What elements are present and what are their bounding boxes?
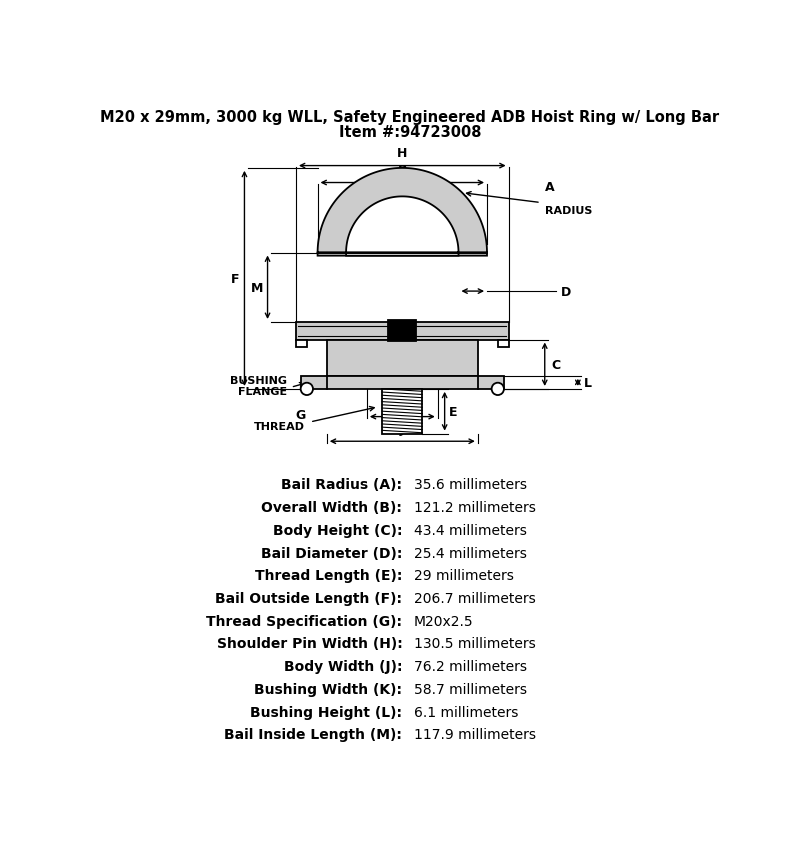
Text: Bail Outside Length (F):: Bail Outside Length (F): [215, 592, 402, 605]
Text: 206.7 millimeters: 206.7 millimeters [414, 592, 536, 605]
Text: Bail Radius (A):: Bail Radius (A): [282, 478, 402, 492]
Text: E: E [450, 406, 458, 418]
Text: Bushing Height (L):: Bushing Height (L): [250, 704, 402, 719]
Text: L: L [584, 376, 592, 389]
Polygon shape [296, 323, 509, 340]
Text: Thread Specification (G):: Thread Specification (G): [206, 614, 402, 628]
Text: Overall Width (B):: Overall Width (B): [262, 500, 402, 515]
Text: M20x2.5: M20x2.5 [414, 614, 474, 628]
Text: 29 millimeters: 29 millimeters [414, 568, 514, 583]
Polygon shape [346, 197, 458, 257]
Text: H: H [397, 147, 407, 160]
Text: FLANGE: FLANGE [238, 387, 287, 397]
Text: Bushing Width (K):: Bushing Width (K): [254, 682, 402, 696]
Text: 130.5 millimeters: 130.5 millimeters [414, 636, 536, 651]
Text: 117.9 millimeters: 117.9 millimeters [414, 728, 536, 741]
Polygon shape [327, 340, 478, 376]
Text: 58.7 millimeters: 58.7 millimeters [414, 682, 527, 696]
Text: 76.2 millimeters: 76.2 millimeters [414, 660, 527, 673]
Text: 35.6 millimeters: 35.6 millimeters [414, 478, 527, 492]
Text: B: B [398, 164, 407, 177]
Polygon shape [382, 389, 422, 434]
Text: J: J [400, 423, 405, 436]
Circle shape [492, 383, 504, 395]
Text: D: D [561, 285, 571, 298]
Text: 121.2 millimeters: 121.2 millimeters [414, 500, 536, 515]
Text: Body Height (C):: Body Height (C): [273, 523, 402, 537]
Text: Thread Length (E):: Thread Length (E): [255, 568, 402, 583]
Text: Bail Diameter (D):: Bail Diameter (D): [261, 546, 402, 560]
Text: F: F [231, 273, 240, 286]
Polygon shape [301, 376, 504, 389]
Polygon shape [498, 340, 509, 348]
Text: M: M [250, 282, 263, 294]
Text: G: G [295, 408, 306, 421]
Text: 43.4 millimeters: 43.4 millimeters [414, 523, 526, 537]
Text: THREAD: THREAD [254, 421, 306, 431]
Polygon shape [296, 340, 307, 348]
Text: 6.1 millimeters: 6.1 millimeters [414, 704, 518, 719]
Text: M20 x 29mm, 3000 kg WLL, Safety Engineered ADB Hoist Ring w/ Long Bar: M20 x 29mm, 3000 kg WLL, Safety Engineer… [101, 109, 719, 125]
Text: BUSHING: BUSHING [230, 375, 287, 385]
Text: Item #:94723008: Item #:94723008 [338, 125, 482, 139]
Text: 25.4 millimeters: 25.4 millimeters [414, 546, 526, 560]
Text: Bail Inside Length (M):: Bail Inside Length (M): [225, 728, 402, 741]
Polygon shape [389, 321, 416, 342]
Polygon shape [318, 169, 487, 257]
Text: A: A [545, 181, 554, 194]
Text: RADIUS: RADIUS [545, 206, 592, 215]
Text: Shoulder Pin Width (H):: Shoulder Pin Width (H): [217, 636, 402, 651]
Text: Body Width (J):: Body Width (J): [284, 660, 402, 673]
Circle shape [301, 383, 313, 395]
Text: K: K [398, 398, 407, 411]
Text: C: C [551, 358, 560, 371]
